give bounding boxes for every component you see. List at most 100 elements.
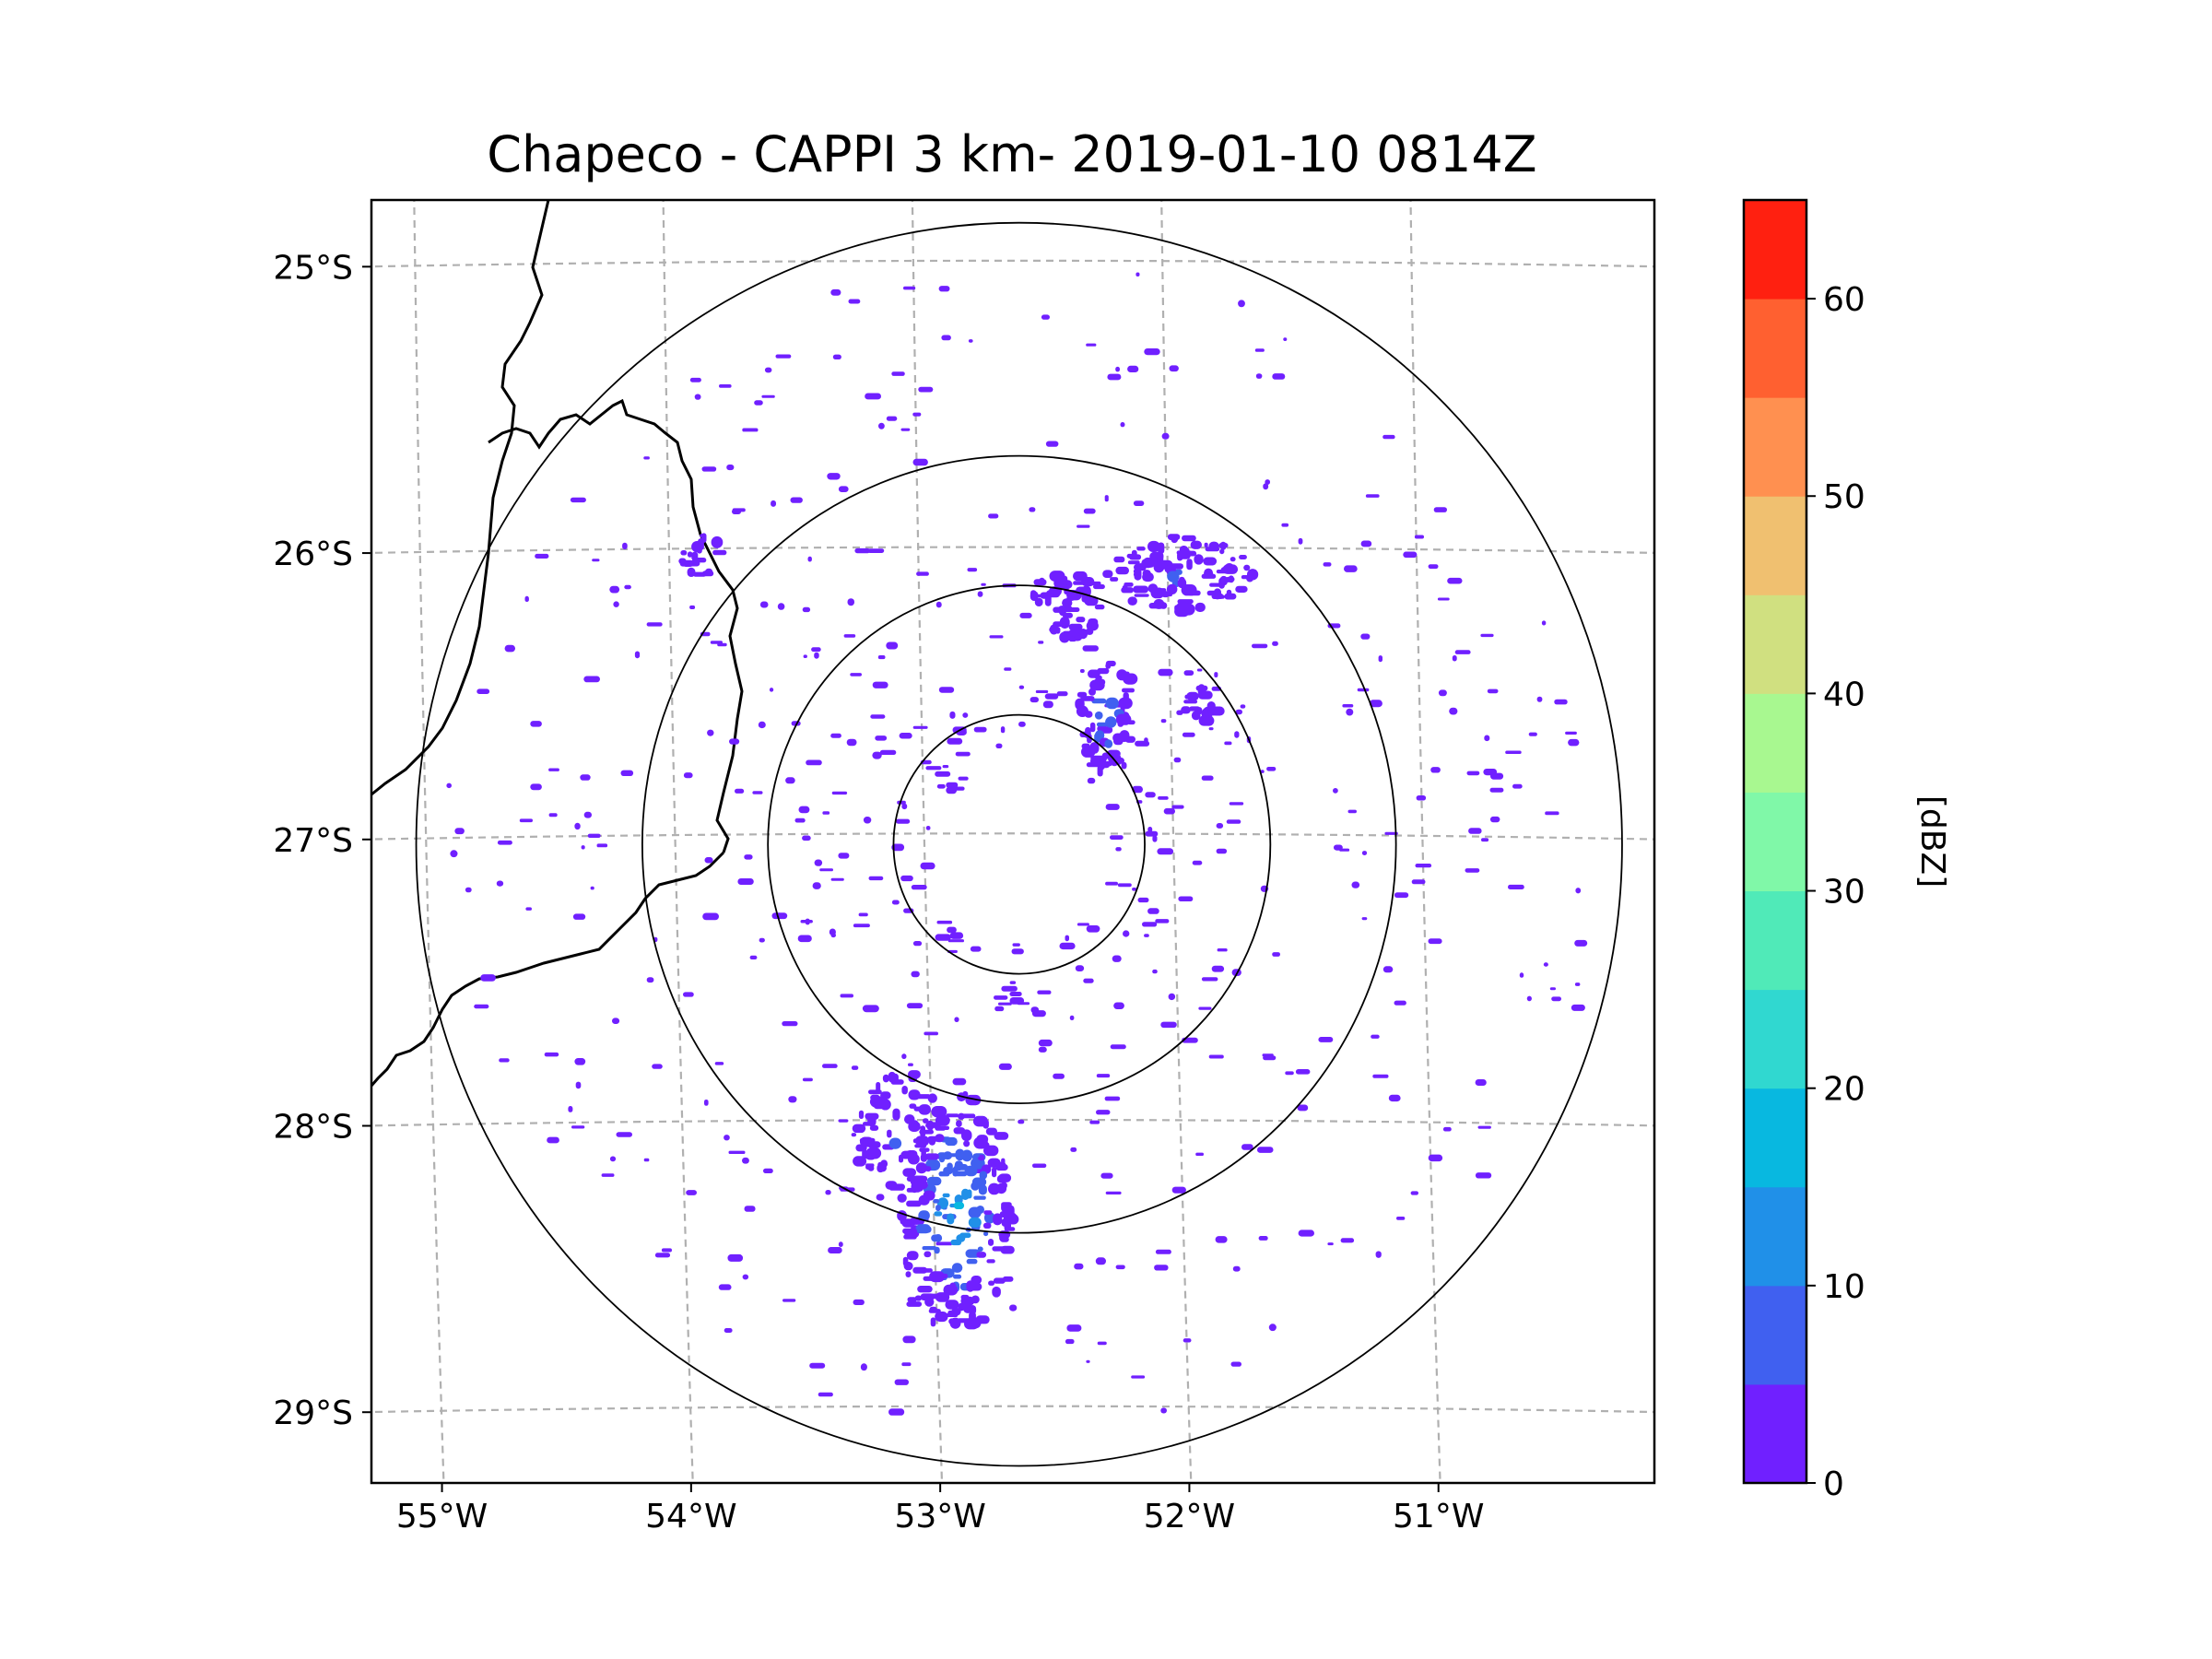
- echo-speckle: [860, 1363, 867, 1371]
- echo-speckle: [942, 765, 949, 769]
- chart-title: Chapeco - CAPPI 3 km- 2019-01-10 0814Z: [487, 125, 1536, 183]
- graticule: [371, 200, 1654, 1483]
- echo-cell-southwest-band: [918, 1104, 931, 1115]
- echo-speckle: [1042, 700, 1053, 709]
- range-rings: [415, 221, 1623, 1467]
- colorbar-tick-label: 0: [1823, 1465, 1844, 1503]
- echo-cell-northeast-cell: [1142, 570, 1151, 578]
- echo-cell-west-cell: [678, 558, 687, 565]
- echo-speckle: [620, 770, 634, 776]
- echo-speckle: [530, 721, 542, 727]
- echo-speckle: [1394, 1000, 1406, 1006]
- echo-speckle: [1127, 365, 1139, 372]
- echo-cell-central-north-cell: [1083, 747, 1093, 756]
- echo-speckle: [802, 1077, 813, 1082]
- echo-speckle: [701, 466, 717, 472]
- echo-cell-south-storm-main: [956, 1120, 962, 1127]
- echo-speckle: [643, 1158, 650, 1162]
- echo-speckle: [1416, 795, 1427, 801]
- echo-speckle: [949, 711, 956, 719]
- echo-speckle: [1113, 1002, 1124, 1009]
- echo-speckle: [729, 738, 740, 745]
- echo-speckle: [1481, 838, 1489, 842]
- echo-speckle: [1183, 670, 1194, 676]
- echo-speckle: [1351, 881, 1360, 888]
- echo-speckle: [941, 335, 951, 341]
- echo-speckle: [1144, 934, 1149, 937]
- echo-speckle: [1437, 597, 1450, 601]
- echo-cell-west-cell: [712, 549, 727, 556]
- y-tick-label: 29°S: [273, 1394, 353, 1432]
- echo-speckle: [1551, 996, 1561, 1002]
- parallel-gridline: [371, 1118, 1654, 1127]
- echo-speckle: [1196, 668, 1203, 672]
- echo-speckle: [1195, 1152, 1204, 1156]
- echo-speckle: [1224, 741, 1232, 746]
- colorbar-tick-label: 20: [1823, 1071, 1865, 1109]
- echo-cell-south-storm-main: [966, 1258, 978, 1265]
- echo-speckle: [646, 977, 654, 983]
- echo-speckle: [1396, 1217, 1406, 1220]
- echo-cell-south-storm-main: [1006, 1205, 1015, 1217]
- echo-speckle: [949, 932, 964, 939]
- echo-speckle: [1009, 981, 1017, 984]
- echo-speckle: [1171, 1186, 1186, 1194]
- echo-cell-south-storm-main: [973, 1195, 986, 1200]
- echo-cell-south-storm-main: [920, 1293, 935, 1300]
- echo-cell-south-storm-main: [943, 1284, 959, 1296]
- echo-speckle: [1263, 483, 1269, 490]
- range-ring: [892, 713, 1146, 975]
- echo-cell-south-storm-main: [915, 1162, 927, 1174]
- echo-cell-northeast-cell: [1182, 535, 1196, 542]
- echo-speckle: [946, 782, 959, 788]
- echo-speckle: [867, 548, 885, 553]
- echo-speckle: [1438, 689, 1447, 697]
- echo-speckle: [775, 354, 792, 359]
- echo-speckle: [1152, 835, 1158, 842]
- echo-speckle: [616, 1132, 632, 1137]
- echo-speckle: [1512, 783, 1523, 789]
- echo-cell-south-storm-main: [897, 1194, 907, 1203]
- echo-speckle: [797, 935, 812, 943]
- echo-cell-northeast-cell: [1219, 548, 1225, 555]
- echo-speckle: [530, 783, 542, 791]
- echo-speckle: [728, 1150, 746, 1154]
- echo-speckle: [724, 1328, 733, 1333]
- echo-speckle: [843, 634, 856, 638]
- echo-speckle: [1120, 422, 1125, 428]
- echo-speckle: [1104, 1096, 1121, 1101]
- echo-cell-southwest-band: [870, 1094, 880, 1101]
- echo-speckle: [1449, 707, 1458, 715]
- echo-speckle: [788, 1096, 797, 1103]
- echo-speckle: [1152, 969, 1158, 974]
- echo-cell-south-storm-main: [992, 1167, 997, 1178]
- echo-cell-south-storm-main: [935, 1292, 950, 1302]
- echo-cell-south-storm-main: [946, 1312, 959, 1317]
- echo-speckle: [1077, 923, 1089, 926]
- echo-cell-southwest-band: [865, 1164, 871, 1171]
- echo-speckle: [1198, 1006, 1212, 1010]
- echo-speckle: [872, 751, 882, 759]
- echo-cell-south-storm-main: [946, 1113, 959, 1118]
- echo-speckle: [798, 806, 810, 814]
- colorbar-tick-label: 10: [1823, 1268, 1865, 1306]
- echo-speckle: [1454, 650, 1471, 654]
- echo-cell-northeast-cell: [1127, 596, 1137, 606]
- echo-cell-northeast-cell: [1243, 564, 1251, 571]
- echo-speckle: [1208, 1054, 1224, 1059]
- echo-speckle: [1160, 1021, 1177, 1029]
- echo-speckle: [1147, 827, 1153, 833]
- echo-speckle: [689, 377, 701, 382]
- colorbar-frame: [1742, 198, 1808, 1485]
- echo-cell-southwest-band: [912, 1138, 925, 1144]
- echo-speckle: [838, 486, 849, 492]
- echo-speckle: [1346, 708, 1354, 716]
- echo-speckle: [548, 813, 558, 818]
- echo-speckle: [1483, 769, 1498, 776]
- echo-speckle: [853, 924, 870, 928]
- echo-cell-southwest-band: [851, 1133, 857, 1137]
- echo-speckle: [1077, 524, 1090, 528]
- echo-cell-northeast-cell: [1158, 542, 1165, 554]
- echo-speckle: [935, 1241, 953, 1246]
- echo-cell-southwest-band: [923, 1118, 929, 1124]
